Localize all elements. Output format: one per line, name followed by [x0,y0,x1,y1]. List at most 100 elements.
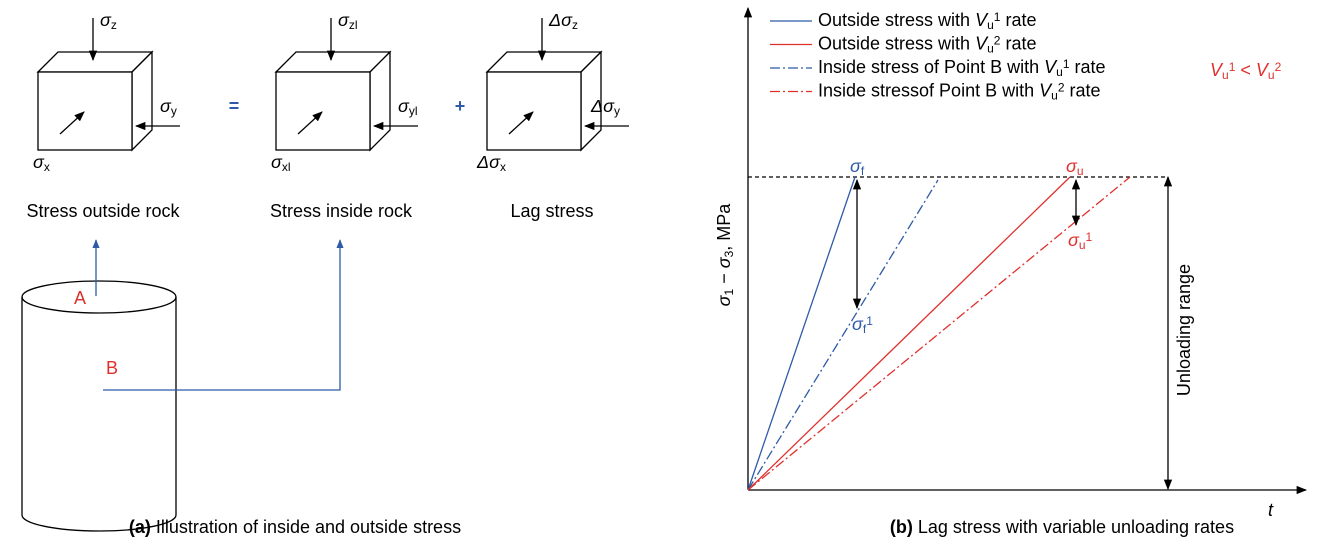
label-part: Δσ [548,10,573,30]
label-part: V [975,10,989,30]
outside-stress-line [747,176,856,491]
cube-front [275,71,371,151]
label: Outside stress with Vu1 rate [818,10,1036,32]
label: σz [100,10,117,32]
label-part: u [1222,68,1229,82]
label: Δσx [476,152,506,174]
label-part: f [863,322,867,336]
label-part: σ [714,294,734,306]
x-arrow [508,111,534,135]
label-part: rate [1000,10,1036,30]
label-part: σ [398,96,410,116]
label-part: Outside stress with [818,10,975,30]
cube-caption: Stress outside rock [26,201,180,221]
label-part: u [1077,164,1084,178]
label: σyl [398,96,418,118]
cube-front [37,71,133,151]
label-part: − [714,268,734,289]
label-part: y [614,104,620,118]
label: Outside stress with Vu2 rate [818,34,1036,56]
label-part: u [987,42,994,56]
caption-label: (a) [129,517,151,537]
label-part: σ [338,10,350,30]
label-part: z [111,18,117,32]
label-part: 1 [994,10,1001,24]
label-part: 1 [722,288,736,295]
label-part: 2 [1058,81,1065,95]
label-part: σ [1066,156,1078,176]
label-part: σ [100,10,112,30]
label-part: yl [409,104,418,118]
label-part: σ [850,156,862,176]
label: σzl [338,10,358,32]
x-axis-label: t [1268,500,1274,520]
label-part: σ [271,152,283,172]
label-part: u [987,18,994,32]
label: Δσz [548,10,578,32]
label-part: V [1256,60,1270,80]
label: σf1 [852,314,873,336]
cube-caption: Lag stress [510,201,593,221]
point-label: B [106,358,118,378]
label-part: rate [1070,57,1106,77]
label-part: 1 [1229,60,1236,74]
label-part: σ [33,152,45,172]
cylinder-body [21,297,177,532]
label: Inside stressof Point B with Vu2 rate [818,81,1101,103]
label: σf [850,156,865,178]
label-part: f [861,164,865,178]
label-part: 1 [1086,230,1093,244]
label-part: < [1235,60,1256,80]
label-part: x [500,160,506,174]
label-part: Inside stress of Point B with [818,57,1044,77]
outside-stress-line [747,176,1071,491]
caption: (b) Lag stress with variable unloading r… [890,517,1234,537]
label: Inside stress of Point B with Vu1 rate [818,57,1106,79]
caption: (a) Illustration of inside and outside s… [129,517,461,537]
label-part: 1 [1063,57,1070,71]
cylinder-top [21,280,177,314]
label-part: σ [160,96,172,116]
label-part: V [1210,60,1224,80]
caption-text: Illustration of inside and outside stres… [151,517,461,537]
label-part: rate [1065,81,1101,101]
label-part: u [1268,68,1275,82]
label-part: 2 [994,34,1001,48]
label-part: σ [1068,230,1080,250]
point-label: A [74,288,86,308]
operator: = [229,96,240,116]
label-part: x [44,160,50,174]
label-part: V [1039,81,1053,101]
y-axis-label: σ1 − σ3, MPa [714,203,736,307]
label: σxl [271,152,291,174]
label: Δσy [590,96,620,118]
caption-label: (b) [890,517,913,537]
label-part: σ [852,314,864,334]
label-part: y [171,104,177,118]
label: Vu1 < Vu2 [1210,60,1282,82]
label-part: u [1056,65,1063,79]
pointer-arrow [103,239,344,391]
label-part: , MPa [714,203,734,251]
label-part: u [1079,238,1086,252]
label-part: u [1051,89,1058,103]
inside-stress-line [747,179,939,491]
label-part: 1 [866,314,873,328]
label-part: Inside stressof Point B with [818,81,1039,101]
label: σu [1066,156,1084,178]
cube-caption: Stress inside rock [270,201,413,221]
label-part: Δσ [476,152,501,172]
cube-front [486,71,582,151]
caption-text: Lag stress with variable unloading rates [913,517,1234,537]
operator: + [455,96,466,116]
label: σy [160,96,177,118]
label: σu1 [1068,230,1093,252]
inside-stress-line [747,176,1131,491]
label-part: 2 [1275,60,1282,74]
label-part: σ [714,256,734,268]
x-arrow [297,111,323,135]
label-part: Δσ [590,96,615,116]
